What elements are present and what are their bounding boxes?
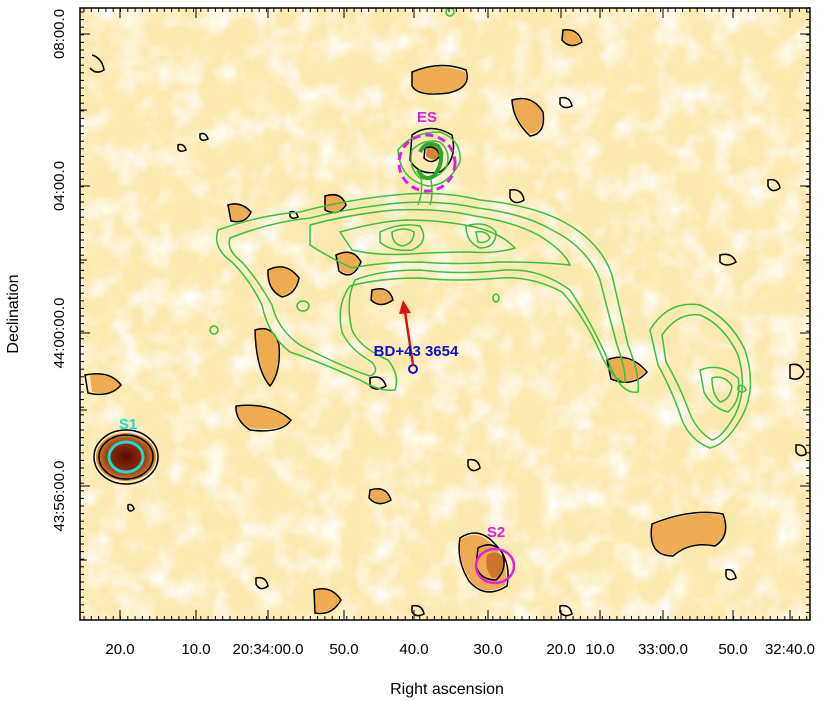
plot-frame (79, 7, 811, 621)
y-tick-label: 44:00:00.0 (51, 298, 68, 369)
x-tick-labels: 20.0 10.0 20:34:00.0 50.0 40.0 30.0 20.0… (105, 641, 815, 658)
x-axis-title: Right ascension (390, 681, 504, 698)
map-image (80, 8, 810, 620)
x-tick-label: 32:40.0 (765, 641, 815, 658)
x-tick-label: 20.0 (546, 641, 575, 658)
y-tick-label: 43:56:00.0 (51, 461, 68, 532)
x-tick-label: 20.0 (105, 641, 134, 658)
es-radio-core (416, 142, 444, 180)
x-tick-label: 33:00.0 (638, 641, 688, 658)
axis-ticks (80, 8, 810, 620)
star-label: BD+43 3654 (374, 343, 459, 360)
x-tick-label: 50.0 (329, 641, 358, 658)
x-tick-label: 30.0 (473, 641, 502, 658)
y-tick-label: 08:00.0 (51, 9, 68, 59)
es-label: ES (417, 109, 437, 126)
y-axis-title: Declination (5, 274, 22, 353)
s1-circle (107, 440, 145, 474)
proper-motion-arrow (399, 300, 415, 366)
x-tick-label: 10.0 (181, 641, 210, 658)
x-tick-label: 40.0 (399, 641, 428, 658)
x-tick-label: 10.0 (585, 641, 614, 658)
radio-contours (209, 8, 752, 449)
x-tick-label: 20:34:00.0 (233, 641, 304, 658)
es-circle (397, 133, 457, 193)
s2-label: S2 (487, 524, 505, 541)
s1-label: S1 (119, 416, 137, 433)
s2-circle (474, 547, 516, 585)
x-tick-label: 50.0 (718, 641, 747, 658)
y-tick-labels: 08:00.0 04:00.0 44:00:00.0 43:56:00.0 (51, 9, 68, 531)
y-tick-label: 04:00.0 (51, 161, 68, 211)
